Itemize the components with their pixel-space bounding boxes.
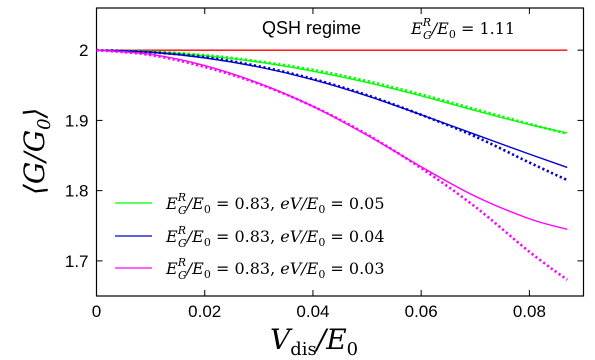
- legend-label-3: ER G/E0 = 0.83, eV/E0 = 0.03: [165, 256, 385, 282]
- y-tick-label: 1.8: [65, 182, 89, 201]
- y-axis-label: ⟨G/G0⟩: [18, 108, 55, 196]
- annotation-formula: ER G/E0 = 1.11: [410, 16, 515, 42]
- legend-label-1: ER G/E0 = 0.83, eV/E0 = 0.05: [165, 191, 385, 217]
- y-tick-label: 1.9: [65, 111, 89, 130]
- svg-text:⟨G/G0⟩: ⟨G/G0⟩: [18, 108, 55, 196]
- series-line-2-dotted: [96, 48, 568, 135]
- x-tick-label: 0.08: [513, 302, 546, 321]
- x-tick-label: 0.06: [405, 302, 438, 321]
- legend-label-2: ER G/E0 = 0.83, eV/E0 = 0.04: [165, 224, 385, 250]
- svg-text:ERG/E0 = 1.11: ER G/E0 = 1.11: [410, 16, 515, 42]
- svg-text:Vdis/E0: Vdis/E0: [270, 323, 358, 360]
- x-axis-label: Vdis/E0: [270, 323, 358, 360]
- annotation-text: QSH regime: [262, 18, 361, 38]
- x-tick-label: 0.02: [188, 302, 221, 321]
- y-tick-label: 2: [79, 41, 88, 60]
- x-tick-label: 0: [92, 302, 101, 321]
- series-line-3-solid: [96, 49, 568, 169]
- tick-group: 0 0.02 0.04 0.06 0.08 1.7 1.8 1.9 2: [65, 8, 584, 321]
- legend: ER G/E0 = 0.83, eV/E0 = 0.05 ER G/E0 = 0.8…: [115, 191, 385, 282]
- plot-frame: [95, 7, 585, 297]
- x-tick-label: 0.04: [296, 302, 329, 321]
- series-group: [96, 48, 569, 281]
- y-tick-label: 1.7: [65, 252, 89, 271]
- series-line-1-solid: [96, 49, 568, 134]
